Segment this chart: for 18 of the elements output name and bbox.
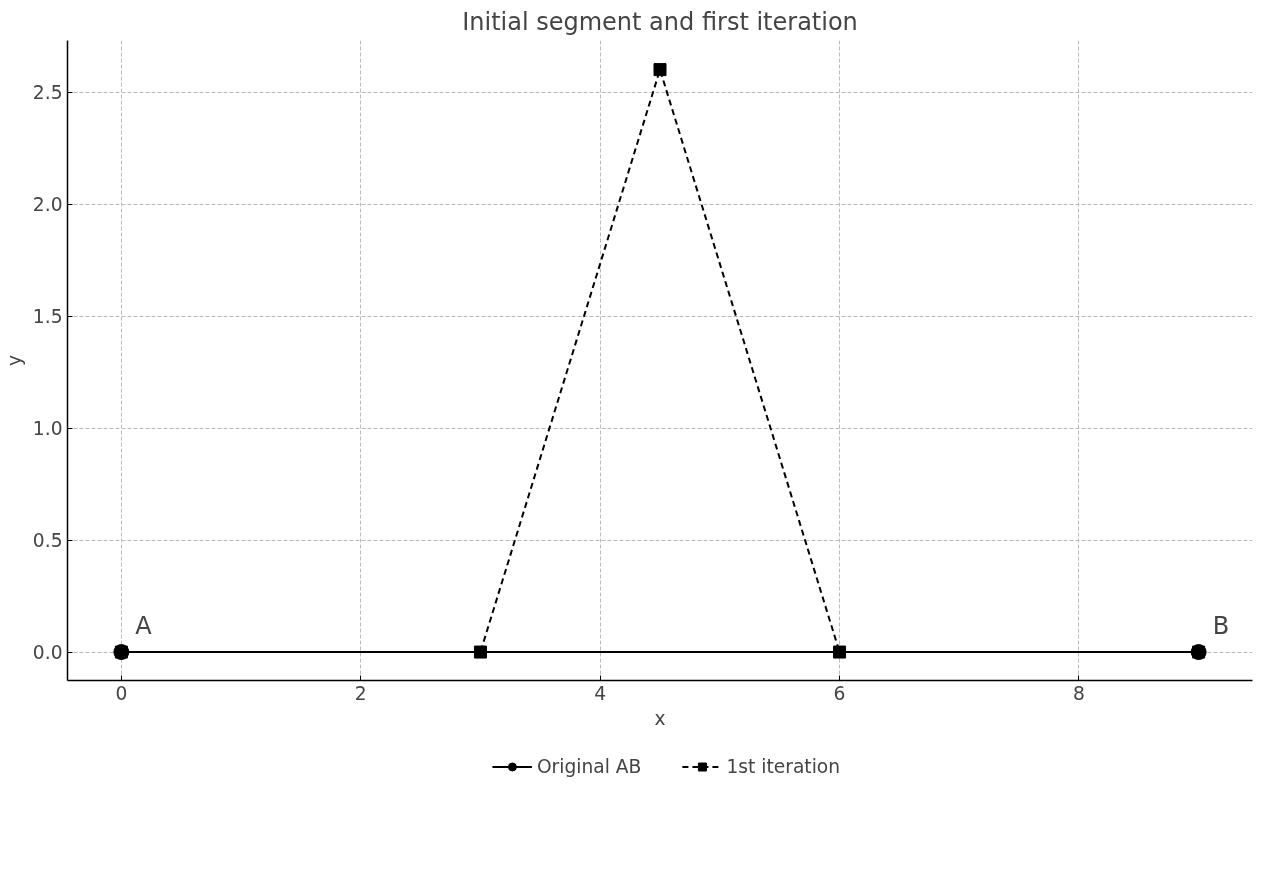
y-tick-label: 0.0 <box>32 642 63 664</box>
legend-label: 1st iteration <box>726 755 841 777</box>
x-tick-label: 6 <box>833 682 846 704</box>
y-tick-label: 2.5 <box>32 82 63 104</box>
x-tick-label: 4 <box>594 682 607 704</box>
y-tick-label: 1.0 <box>32 418 63 440</box>
annotation: A <box>135 612 153 641</box>
y-axis-title: y <box>3 354 25 367</box>
x-tick-label: 2 <box>354 682 367 704</box>
y-tick-label: 0.5 <box>32 530 63 552</box>
x-tick-label: 8 <box>1073 682 1085 704</box>
x-axis-title: x <box>654 707 666 729</box>
annotation: B <box>1212 612 1230 641</box>
y-tick-label: 1.5 <box>32 306 63 328</box>
y-tick-label: 2.0 <box>32 194 63 216</box>
chart-title: Initial segment and first iteration <box>462 7 858 36</box>
legend-label: Original AB <box>536 755 642 777</box>
x-tick-label: 0 <box>115 682 128 704</box>
